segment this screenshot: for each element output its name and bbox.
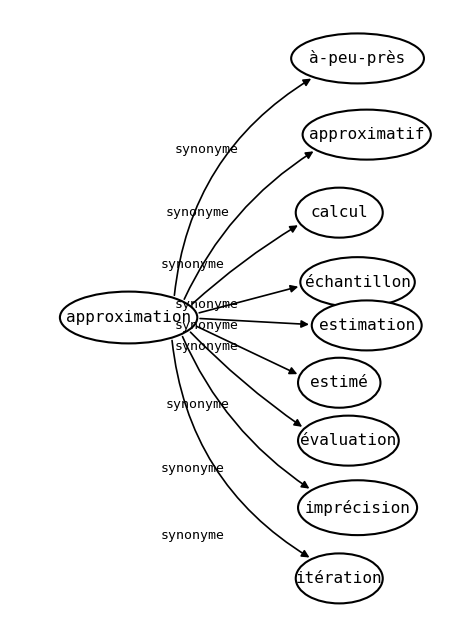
- Text: à-peu-près: à-peu-près: [309, 50, 405, 67]
- Ellipse shape: [290, 34, 423, 83]
- Text: synonyme: synonyme: [160, 528, 224, 542]
- Ellipse shape: [298, 480, 416, 535]
- Text: estimation: estimation: [318, 318, 414, 333]
- Text: itération: itération: [295, 571, 382, 586]
- Text: imprécision: imprécision: [304, 500, 410, 516]
- Text: synonyme: synonyme: [160, 462, 224, 474]
- Text: évaluation: évaluation: [300, 433, 396, 448]
- Text: synonyme: synonyme: [165, 398, 229, 411]
- Ellipse shape: [60, 291, 197, 344]
- Text: synonyme: synonyme: [165, 206, 229, 218]
- Text: approximation: approximation: [66, 310, 191, 325]
- Text: synonyme: synonyme: [174, 144, 238, 156]
- Ellipse shape: [298, 416, 398, 465]
- Text: échantillon: échantillon: [304, 275, 410, 290]
- Text: estimé: estimé: [310, 375, 367, 391]
- Text: approximatif: approximatif: [308, 127, 424, 142]
- Text: synonyme: synonyme: [174, 298, 238, 311]
- Ellipse shape: [295, 188, 382, 237]
- Text: calcul: calcul: [310, 205, 367, 220]
- Text: synonyme: synonyme: [160, 258, 224, 271]
- Ellipse shape: [298, 358, 380, 408]
- Ellipse shape: [295, 554, 382, 603]
- Text: synonyme: synonyme: [174, 340, 238, 353]
- Ellipse shape: [300, 257, 414, 307]
- Ellipse shape: [311, 300, 421, 351]
- Ellipse shape: [302, 110, 430, 159]
- Text: synonyme: synonyme: [174, 319, 238, 332]
